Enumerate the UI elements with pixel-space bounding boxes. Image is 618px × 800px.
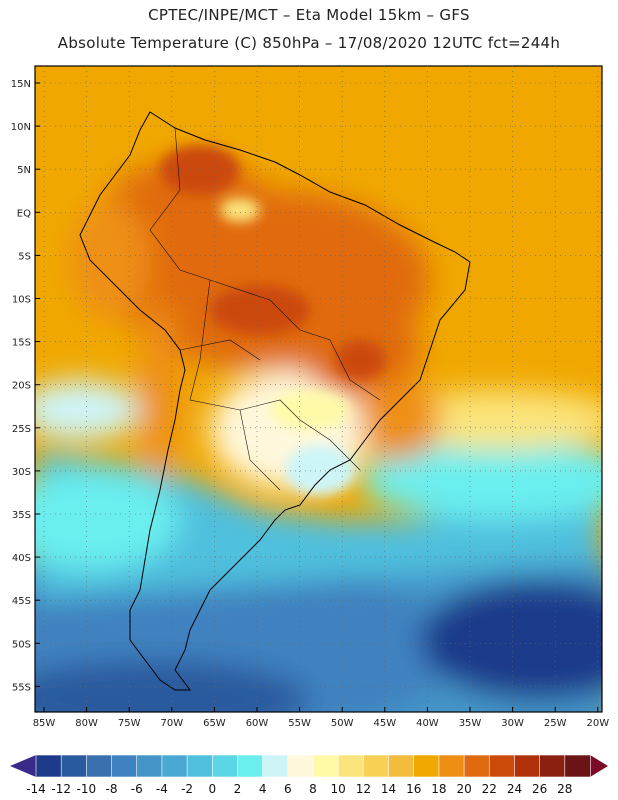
colorbar-label: 8 (309, 782, 317, 796)
lat-tick-label: 15S (12, 338, 31, 349)
colorbar-label: 12 (356, 782, 371, 796)
lat-tick-label: 30S (12, 467, 31, 478)
colorbar-swatch (35, 754, 62, 778)
colorbar-swatch (564, 754, 591, 778)
lat-tick-label: EQ (17, 208, 31, 219)
colorbar-label: -2 (181, 782, 193, 796)
colorbar-label: 4 (259, 782, 267, 796)
colorbar-swatch (438, 754, 465, 778)
colorbar-swatch (237, 754, 264, 778)
colorbar-label: 14 (381, 782, 396, 796)
lon-tick-label: 55W (288, 718, 311, 729)
lon-tick-label: 50W (331, 718, 354, 729)
lon-tick-label: 65W (203, 718, 226, 729)
lon-tick-label: 35W (459, 718, 482, 729)
lon-tick-label: 70W (160, 718, 183, 729)
colorbar-label: 20 (456, 782, 471, 796)
colorbar-label: 16 (406, 782, 421, 796)
colorbar-label: 2 (234, 782, 242, 796)
colorbar-swatch (161, 754, 188, 778)
colorbar-swatch (186, 754, 214, 778)
lat-tick-label: 5S (18, 251, 31, 262)
colorbar-label: -8 (106, 782, 118, 796)
colorbar-swatch (488, 754, 516, 778)
colorbar-label: 24 (507, 782, 522, 796)
colorbar-label: 26 (532, 782, 547, 796)
colorbar-label: -4 (156, 782, 168, 796)
lat-tick-label: 15N (11, 79, 31, 90)
colorbar-swatch (388, 754, 415, 778)
colorbar-label: 6 (284, 782, 292, 796)
lon-tick-label: 80W (75, 718, 98, 729)
lon-tick-label: 30W (501, 718, 524, 729)
country-borders (149, 127, 381, 491)
colorbar-label: 28 (557, 782, 572, 796)
colorbar-label: 22 (482, 782, 497, 796)
colorbar-swatch (211, 754, 239, 778)
colorbar-swatch (86, 754, 113, 778)
colorbar-label: 10 (331, 782, 346, 796)
latitude-ticks: 15N 10N 5N EQ 5S 10S 15S 20S 25S 30S 35S 40S 45S 50S 5… (11, 79, 40, 693)
colorbar-swatch (111, 754, 138, 778)
colorbar-swatch (337, 754, 365, 778)
chart-title-line2: Absolute Temperature (C) 850hPa – 17/08/… (57, 34, 561, 52)
colorbar-label: 18 (431, 782, 446, 796)
lat-tick-label: 25S (12, 424, 31, 435)
lat-tick-label: 35S (12, 510, 31, 521)
longitude-ticks: 85W 80W 75W 70W 65W 60W 55W 50W 45W 40W 35W 30W 25W 2… (33, 707, 609, 729)
chart-title-line1: CPTEC/INPE/MCT – Eta Model 15km – GFS (148, 6, 470, 24)
lat-tick-label: 10S (12, 295, 31, 306)
colorbar-swatch (539, 754, 566, 778)
colorbar-label: 0 (208, 782, 216, 796)
lat-tick-label: 10N (11, 122, 31, 133)
colorbar-swatch (60, 754, 88, 778)
colorbar-label: -10 (77, 782, 97, 796)
lon-tick-label: 60W (246, 718, 269, 729)
colorbar-swatch (262, 754, 289, 778)
colorbar-swatch (413, 754, 440, 778)
colorbar: -14 -12 -10 -8 -6 -4 -2 0 2 4 6 8 10 12 14 16 18 20 22 24 26… (10, 754, 608, 796)
colorbar-label: -12 (51, 782, 71, 796)
colorbar-label: -14 (26, 782, 46, 796)
coastline (79, 111, 471, 691)
lat-tick-label: 40S (12, 553, 31, 564)
lat-tick-label: 45S (12, 596, 31, 607)
lon-tick-label: 85W (33, 718, 56, 729)
colorbar-swatch (363, 754, 390, 778)
colorbar-label: -6 (131, 782, 143, 796)
lon-tick-label: 25W (544, 718, 567, 729)
colorbar-overflow-triangle (590, 755, 608, 777)
lon-tick-label: 75W (118, 718, 141, 729)
lon-tick-label: 20W (586, 718, 609, 729)
colorbar-swatch (287, 754, 314, 778)
lat-tick-label: 5N (17, 165, 31, 176)
lat-tick-label: 20S (12, 381, 31, 392)
colorbar-swatch (312, 754, 339, 778)
lon-tick-label: 45W (373, 718, 396, 729)
colorbar-swatch (136, 754, 163, 778)
lat-tick-label: 55S (12, 682, 31, 693)
colorbar-swatch (514, 754, 541, 778)
temperature-field (35, 66, 602, 712)
lat-tick-label: 50S (12, 639, 31, 650)
colorbar-swatch (463, 754, 491, 778)
lon-tick-label: 40W (416, 718, 439, 729)
map-frame (34, 65, 603, 713)
colorbar-underflow-triangle (10, 755, 36, 777)
